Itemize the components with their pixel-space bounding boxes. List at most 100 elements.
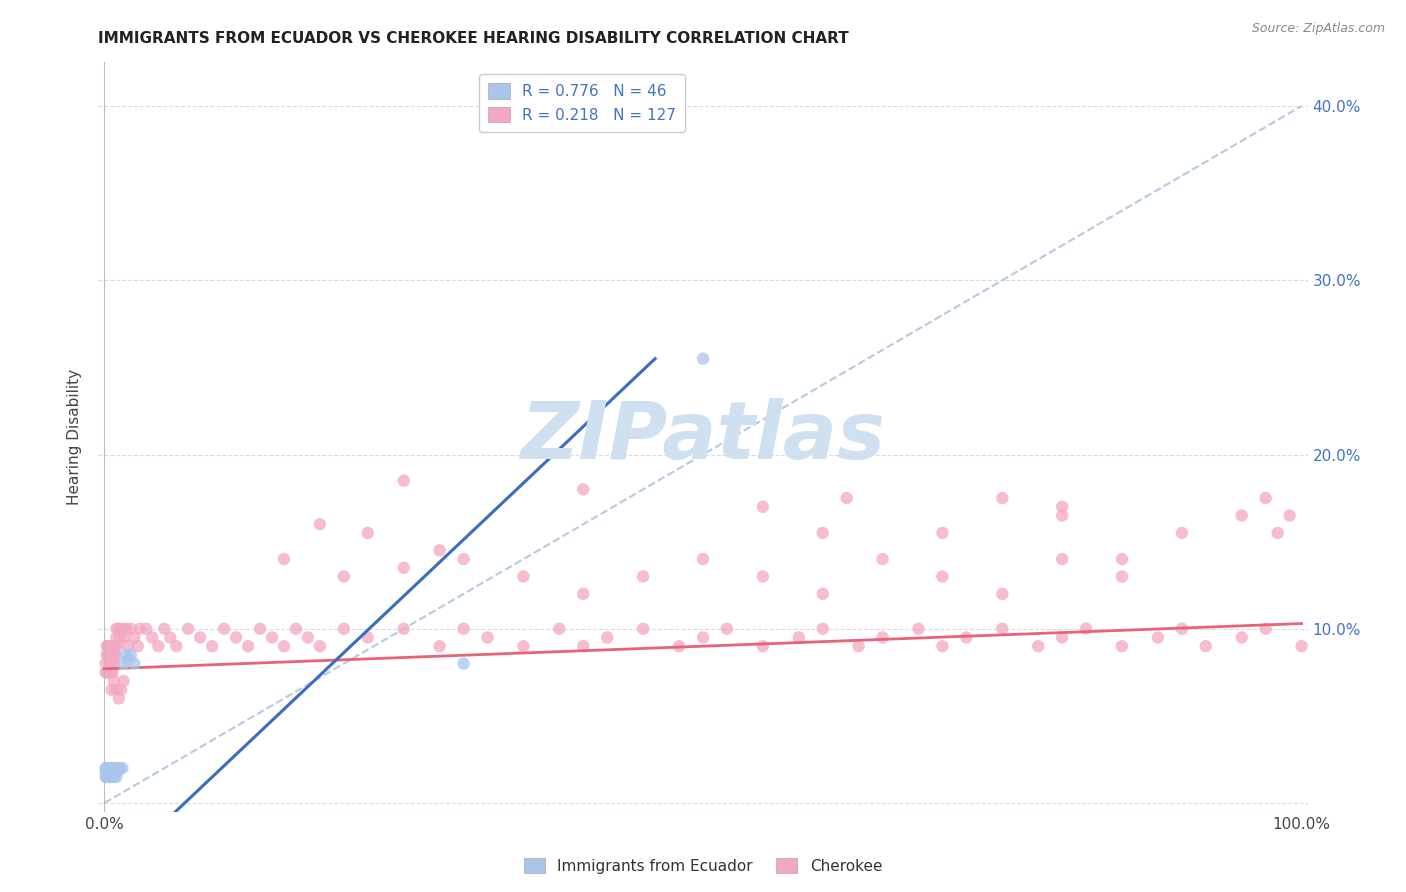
Point [103, 673, 125, 688]
Point [512, 639, 534, 653]
Text: Source: ZipAtlas.com: Source: ZipAtlas.com [1251, 22, 1385, 36]
Point [872, 631, 894, 645]
Point [101, 639, 124, 653]
Point [107, 639, 129, 653]
Point [100, 682, 122, 697]
Point [129, 622, 152, 636]
Point [811, 622, 834, 636]
Point [96, 639, 118, 653]
Legend: R = 0.776   N = 46, R = 0.218   N = 127: R = 0.776 N = 46, R = 0.218 N = 127 [479, 74, 685, 132]
Point [188, 631, 211, 645]
Point [273, 552, 295, 566]
Point [931, 525, 953, 540]
Point [153, 622, 176, 636]
Point [124, 657, 146, 671]
Point [1230, 508, 1253, 523]
Point [477, 631, 499, 645]
Point [1026, 639, 1049, 653]
Point [811, 525, 834, 540]
Point [100, 761, 122, 775]
Text: ZIPatlas: ZIPatlas [520, 398, 886, 476]
Y-axis label: Hearing Disability: Hearing Disability [67, 369, 83, 505]
Point [97, 648, 120, 662]
Point [100, 657, 122, 671]
Point [94, 764, 117, 779]
Point [110, 682, 132, 697]
Point [309, 517, 332, 532]
Point [931, 569, 953, 583]
Point [1267, 525, 1289, 540]
Point [1050, 500, 1073, 514]
Point [100, 657, 122, 671]
Point [104, 648, 127, 662]
Point [392, 561, 415, 575]
Point [100, 761, 122, 775]
Point [392, 474, 415, 488]
Point [107, 761, 129, 775]
Point [105, 682, 128, 697]
Point [811, 587, 834, 601]
Point [94, 770, 117, 784]
Point [124, 631, 146, 645]
Point [101, 761, 124, 775]
Point [105, 761, 128, 775]
Point [333, 622, 356, 636]
Point [692, 351, 714, 366]
Point [453, 622, 475, 636]
Point [1195, 639, 1218, 653]
Point [104, 761, 127, 775]
Point [1050, 552, 1073, 566]
Point [453, 657, 475, 671]
Point [103, 648, 125, 662]
Point [201, 639, 224, 653]
Point [1254, 622, 1277, 636]
Point [572, 587, 595, 601]
Point [1111, 639, 1133, 653]
Point [668, 639, 690, 653]
Point [1291, 639, 1313, 653]
Point [100, 761, 122, 775]
Point [1230, 631, 1253, 645]
Point [429, 543, 451, 558]
Point [101, 770, 124, 784]
Point [112, 631, 135, 645]
Point [100, 770, 122, 784]
Point [1074, 622, 1097, 636]
Point [98, 764, 121, 779]
Point [103, 770, 125, 784]
Point [453, 552, 475, 566]
Point [1278, 508, 1301, 523]
Point [249, 622, 271, 636]
Point [101, 665, 124, 680]
Point [159, 631, 181, 645]
Point [105, 622, 128, 636]
Point [100, 764, 122, 779]
Point [631, 622, 654, 636]
Point [127, 639, 149, 653]
Point [117, 653, 139, 667]
Point [135, 622, 157, 636]
Point [692, 631, 714, 645]
Point [96, 761, 118, 775]
Point [1147, 631, 1170, 645]
Point [596, 631, 619, 645]
Point [100, 770, 122, 784]
Point [752, 569, 775, 583]
Point [631, 569, 654, 583]
Point [98, 648, 121, 662]
Point [98, 665, 121, 680]
Point [907, 622, 929, 636]
Point [429, 639, 451, 653]
Point [105, 770, 128, 784]
Text: IMMIGRANTS FROM ECUADOR VS CHEROKEE HEARING DISABILITY CORRELATION CHART: IMMIGRANTS FROM ECUADOR VS CHEROKEE HEAR… [98, 31, 849, 46]
Point [104, 639, 127, 653]
Point [572, 639, 595, 653]
Point [716, 622, 738, 636]
Point [111, 761, 134, 775]
Point [931, 639, 953, 653]
Point [96, 770, 118, 784]
Point [297, 631, 319, 645]
Point [112, 657, 135, 671]
Point [94, 665, 117, 680]
Point [141, 631, 163, 645]
